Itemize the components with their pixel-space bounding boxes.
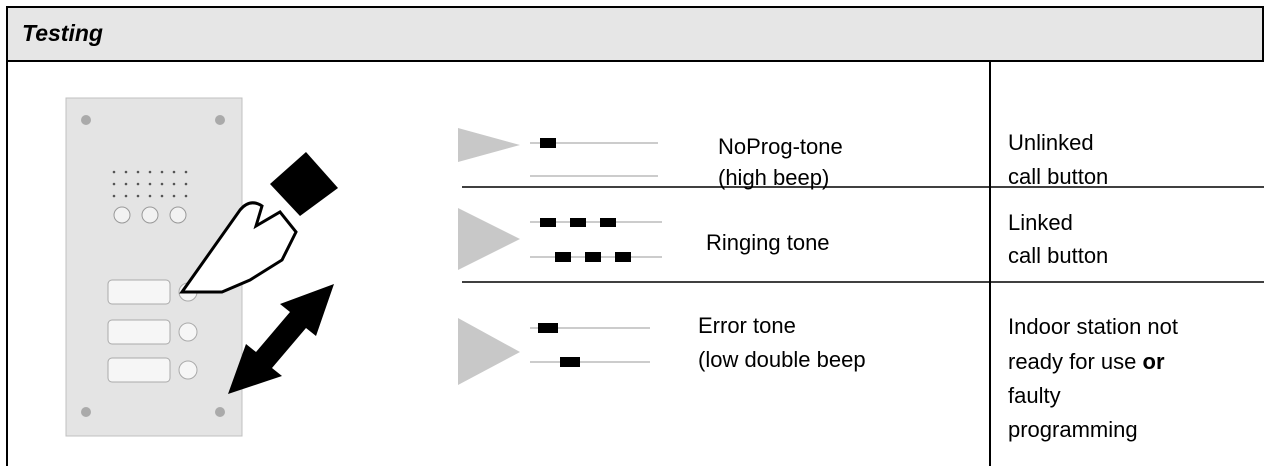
header-title: Testing [22, 20, 103, 46]
tone-name: NoProg-tone [718, 134, 843, 159]
meaning-text: ready for use [1008, 349, 1143, 374]
tone-name: (high beep) [718, 165, 830, 190]
meaning: faulty [1008, 383, 1061, 408]
meaning: Indoor station not [1008, 314, 1179, 339]
meaning-emphasis: or [1142, 349, 1165, 374]
meaning: call button [1008, 164, 1109, 189]
tone-name: Error tone [698, 313, 796, 338]
meaning: ready for use or [1008, 349, 1165, 375]
meaning: programming [1008, 417, 1138, 442]
meaning: Linked [1008, 210, 1073, 235]
meaning: call button [1008, 243, 1109, 268]
tone-name: Ringing tone [706, 230, 830, 255]
tone-name: (low double beep [698, 347, 866, 372]
header-bar: Testing [6, 6, 1264, 62]
meaning: Unlinked [1008, 130, 1094, 155]
